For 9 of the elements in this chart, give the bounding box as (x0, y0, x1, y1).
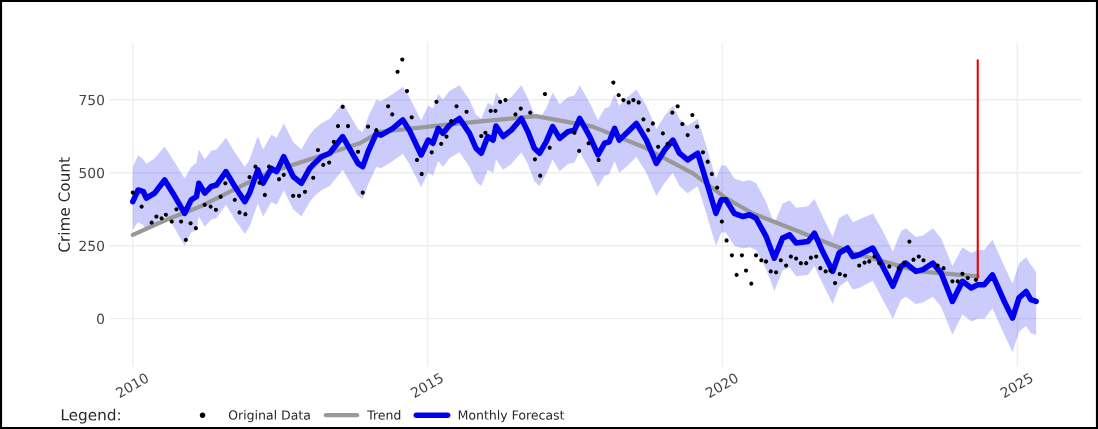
legend-title: Legend: (61, 408, 120, 424)
legend-label: Trend (367, 410, 401, 420)
y-tick-label: 250 (79, 240, 105, 252)
legend-label: Monthly Forecast (458, 410, 565, 423)
y-tick-label: 0 (97, 313, 105, 325)
y-axis-title: Crime Count (58, 157, 70, 252)
y-tick-label: 750 (79, 94, 105, 106)
y-tick-label: 500 (79, 167, 105, 179)
legend-label: Original Data (228, 410, 310, 423)
